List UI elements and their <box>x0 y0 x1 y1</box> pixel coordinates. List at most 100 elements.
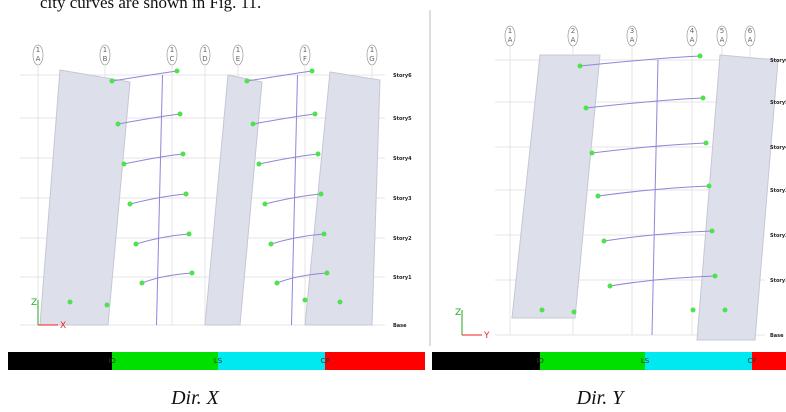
legend-segment <box>325 352 425 370</box>
legend-segment <box>645 352 752 370</box>
frame-beam <box>586 98 703 108</box>
legend-label: CP <box>320 357 329 365</box>
legend-label: IO <box>108 357 116 365</box>
grid-label: 1 <box>303 46 307 54</box>
grid-label: A <box>571 36 576 44</box>
grid-label: 1 <box>370 46 374 54</box>
hinge <box>303 298 308 303</box>
grid-label: 6 <box>748 27 753 35</box>
frame-beam <box>610 276 715 286</box>
hinge <box>310 69 315 74</box>
wall <box>40 70 130 325</box>
hinge <box>122 162 127 167</box>
hinge <box>325 271 330 276</box>
story-label: Story4 <box>393 156 412 162</box>
column <box>292 75 298 325</box>
story-label: Story6 <box>770 58 786 64</box>
hinge <box>263 202 268 207</box>
legend-label: IO <box>536 357 544 365</box>
frame-beam <box>247 71 312 81</box>
hinge <box>313 112 318 117</box>
grid-label: C <box>170 55 175 63</box>
grid-label: A <box>748 36 753 44</box>
hinge <box>105 303 110 308</box>
caption: Dir. X <box>170 387 220 409</box>
grid-label: A <box>720 36 725 44</box>
axis-label: Y <box>483 331 490 341</box>
frame-beam <box>130 194 186 204</box>
story-label: Base <box>393 323 407 329</box>
hinge <box>181 152 186 157</box>
grid-label: B <box>103 55 108 63</box>
hinge <box>572 310 577 315</box>
story-label: Story3 <box>393 196 412 202</box>
grid-label: 3 <box>630 27 634 35</box>
grid-label: 1 <box>203 46 207 54</box>
grid-label: F <box>303 55 307 63</box>
hinge <box>596 194 601 199</box>
header-text: city curves are shown in Fig. 11. <box>40 0 261 12</box>
grid-label: A <box>508 36 513 44</box>
hinge <box>590 151 595 156</box>
frame-beam <box>592 143 706 153</box>
hinge <box>110 79 115 84</box>
hinge <box>540 308 545 313</box>
wall <box>697 55 778 340</box>
hinge <box>257 162 262 167</box>
story-label: Story6 <box>393 73 412 79</box>
grid-label: D <box>202 55 207 63</box>
grid-label: 4 <box>690 27 695 35</box>
grid-label: G <box>369 55 374 63</box>
legend-segment <box>8 352 112 370</box>
hinge <box>116 122 121 127</box>
hinge <box>275 281 280 286</box>
story-label: Story2 <box>770 233 786 239</box>
frame-beam <box>112 71 177 81</box>
hinge <box>178 112 183 117</box>
wall <box>512 55 600 318</box>
wall <box>205 75 262 325</box>
grid-label: 1 <box>170 46 174 54</box>
legend-segment <box>432 352 540 370</box>
hinge <box>707 184 712 189</box>
legend-segment <box>540 352 645 370</box>
frame-beam <box>259 154 318 164</box>
caption: Dir. Y <box>576 387 626 409</box>
story-label: Story1 <box>770 278 786 284</box>
legend-segment <box>112 352 218 370</box>
hinge <box>602 239 607 244</box>
grid-label: 5 <box>720 27 724 35</box>
grid-label: 1 <box>103 46 107 54</box>
hinge <box>128 202 133 207</box>
frame-beam <box>136 234 189 244</box>
grid-label: 2 <box>571 27 575 35</box>
hinge <box>608 284 613 289</box>
figure: city curves are shown in Fig. 11. 1A1B1C… <box>0 0 786 412</box>
column <box>157 75 163 325</box>
legend-label: LS <box>641 357 650 365</box>
frame-beam <box>265 194 321 204</box>
frame-beam <box>124 154 183 164</box>
story-label: Story2 <box>393 236 412 242</box>
hinge <box>187 232 192 237</box>
hinge <box>319 192 324 197</box>
hinge <box>68 300 73 305</box>
hinge <box>584 106 589 111</box>
legend-segment <box>218 352 325 370</box>
story-label: Story3 <box>770 188 786 194</box>
grid-label: A <box>630 36 635 44</box>
frame-beam <box>604 231 712 241</box>
hinge <box>134 242 139 247</box>
hinge <box>190 271 195 276</box>
story-label: Base <box>770 333 784 339</box>
grid-label: 1 <box>236 46 240 54</box>
hinge <box>316 152 321 157</box>
hinge <box>338 300 343 305</box>
axis-label: X <box>60 321 66 331</box>
grid-label: E <box>236 55 240 63</box>
grid-label: 1 <box>508 27 512 35</box>
hinge <box>140 281 145 286</box>
hinge <box>269 242 274 247</box>
hinge <box>723 308 728 313</box>
grid-label: A <box>690 36 695 44</box>
